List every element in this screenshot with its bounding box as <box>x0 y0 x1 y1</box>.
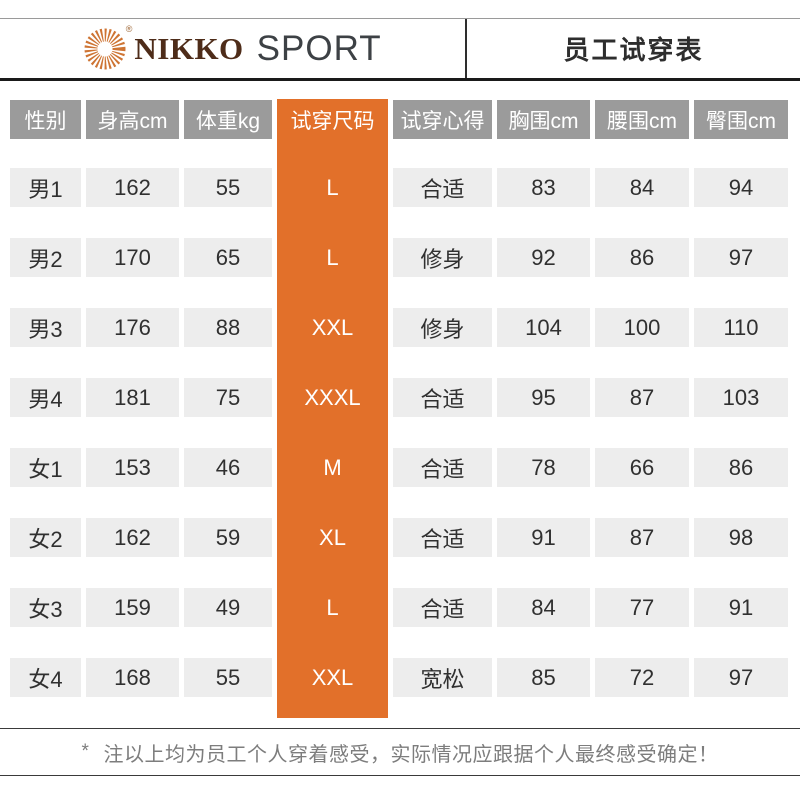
cell-height: 181 <box>86 378 179 417</box>
cell-chest: 91 <box>497 518 590 557</box>
column-header-gender: 性别 <box>10 100 81 139</box>
cell-height: 153 <box>86 448 179 487</box>
cell-weight: 49 <box>184 588 272 627</box>
cell-feedback: 修身 <box>393 308 492 347</box>
cell-feedback: 修身 <box>393 238 492 277</box>
table-body: 男1 162 55 L 合适 83 84 94 男2 170 65 L 修身 92 86 97 男3 176 88 X… <box>10 168 788 697</box>
cell-height: 170 <box>86 238 179 277</box>
size-column-band <box>277 99 388 718</box>
cell-feedback: 合适 <box>393 448 492 487</box>
cell-chest: 92 <box>497 238 590 277</box>
sunburst-icon: ® <box>83 24 132 71</box>
column-header-waist: 腰围cm <box>595 100 689 139</box>
cell-feedback: 宽松 <box>393 658 492 697</box>
cell-size: M <box>323 454 342 480</box>
cell-waist: 87 <box>595 378 689 417</box>
brand-header: ® NIKKO SPORT 员工试穿表 <box>0 0 800 100</box>
cell-chest: 83 <box>497 168 590 207</box>
cell-waist: 72 <box>595 658 689 697</box>
cell-gender: 男1 <box>10 168 81 207</box>
table-row: 女2 162 59 XL 合适 91 87 98 <box>10 518 788 557</box>
table-row: 男4 181 75 XXXL 合适 95 87 103 <box>10 378 788 417</box>
title-section: 员工试穿表 <box>467 19 800 78</box>
brand-suffix: SPORT <box>256 29 382 68</box>
cell-height: 162 <box>86 518 179 557</box>
cell-gender: 女2 <box>10 518 81 557</box>
cell-gender: 女3 <box>10 588 81 627</box>
cell-chest: 95 <box>497 378 590 417</box>
brand-logo: ® NIKKO SPORT <box>0 19 465 78</box>
cell-size: XXL <box>311 314 354 340</box>
brand-name: NIKKO <box>134 31 244 66</box>
top-rule <box>0 18 800 19</box>
cell-feedback: 合适 <box>393 588 492 627</box>
header-divider <box>465 19 467 78</box>
cell-chest: 104 <box>497 308 590 347</box>
page-title: 员工试穿表 <box>563 35 704 65</box>
cell-weight: 46 <box>184 448 272 487</box>
cell-feedback: 合适 <box>393 168 492 207</box>
cell-gender: 女1 <box>10 448 81 487</box>
cell-height: 162 <box>86 168 179 207</box>
registered-trademark: ® <box>125 23 133 34</box>
cell-hip: 94 <box>694 168 788 207</box>
cell-size: L <box>326 174 339 200</box>
column-header-height: 身高cm <box>86 100 179 139</box>
note-text: 注以上均为员工个人穿着感受，实际情况应跟据个人最终感受确定！ <box>103 743 719 766</box>
column-header-size: 试穿尺码 <box>290 109 375 133</box>
cell-weight: 65 <box>184 238 272 277</box>
cell-weight: 59 <box>184 518 272 557</box>
cell-hip: 97 <box>694 658 788 697</box>
column-header-hip: 臀围cm <box>694 100 788 139</box>
cell-waist: 66 <box>595 448 689 487</box>
table-row: 女4 168 55 XXL 宽松 85 72 97 <box>10 658 788 697</box>
cell-hip: 103 <box>694 378 788 417</box>
table-header-row: 性别 身高cm 体重kg 试穿尺码 试穿心得 胸围cm 腰围cm 臀围cm <box>10 100 788 139</box>
cell-height: 176 <box>86 308 179 347</box>
cell-gender: 男2 <box>10 238 81 277</box>
table-row: 女1 153 46 M 合适 78 66 86 <box>10 448 788 487</box>
column-header-chest: 胸围cm <box>497 100 590 139</box>
cell-height: 159 <box>86 588 179 627</box>
cell-size: XXL <box>311 664 354 690</box>
cell-size: L <box>326 244 339 270</box>
cell-hip: 86 <box>694 448 788 487</box>
cell-weight: 88 <box>184 308 272 347</box>
cell-waist: 87 <box>595 518 689 557</box>
cell-height: 168 <box>86 658 179 697</box>
cell-waist: 84 <box>595 168 689 207</box>
cell-gender: 女4 <box>10 658 81 697</box>
cell-feedback: 合适 <box>393 378 492 417</box>
table-row: 女3 159 49 L 合适 84 77 91 <box>10 588 788 627</box>
cell-chest: 85 <box>497 658 590 697</box>
table-row: 男1 162 55 L 合适 83 84 94 <box>10 168 788 207</box>
cell-hip: 91 <box>694 588 788 627</box>
cell-size: L <box>326 594 339 620</box>
cell-gender: 男4 <box>10 378 81 417</box>
cell-gender: 男3 <box>10 308 81 347</box>
cell-hip: 98 <box>694 518 788 557</box>
cell-weight: 75 <box>184 378 272 417</box>
column-header-feedback: 试穿心得 <box>393 100 492 139</box>
table-row: 男2 170 65 L 修身 92 86 97 <box>10 238 788 277</box>
cell-weight: 55 <box>184 168 272 207</box>
cell-feedback: 合适 <box>393 518 492 557</box>
cell-hip: 97 <box>694 238 788 277</box>
cell-chest: 78 <box>497 448 590 487</box>
note-asterisk: * <box>81 741 90 762</box>
column-header-weight: 体重kg <box>184 100 272 139</box>
cell-waist: 86 <box>595 238 689 277</box>
header-thick-rule <box>0 78 800 81</box>
footer-note: * 注以上均为员工个人穿着感受，实际情况应跟据个人最终感受确定！ <box>0 728 800 776</box>
cell-waist: 100 <box>595 308 689 347</box>
cell-size: XXXL <box>304 384 361 410</box>
cell-size: XL <box>319 524 346 550</box>
cell-chest: 84 <box>497 588 590 627</box>
fitting-table: 性别 身高cm 体重kg 试穿尺码 试穿心得 胸围cm 腰围cm 臀围cm 男1… <box>10 99 788 718</box>
table-row: 男3 176 88 XXL 修身 104 100 110 <box>10 308 788 347</box>
cell-waist: 77 <box>595 588 689 627</box>
cell-weight: 55 <box>184 658 272 697</box>
cell-hip: 110 <box>694 308 788 347</box>
